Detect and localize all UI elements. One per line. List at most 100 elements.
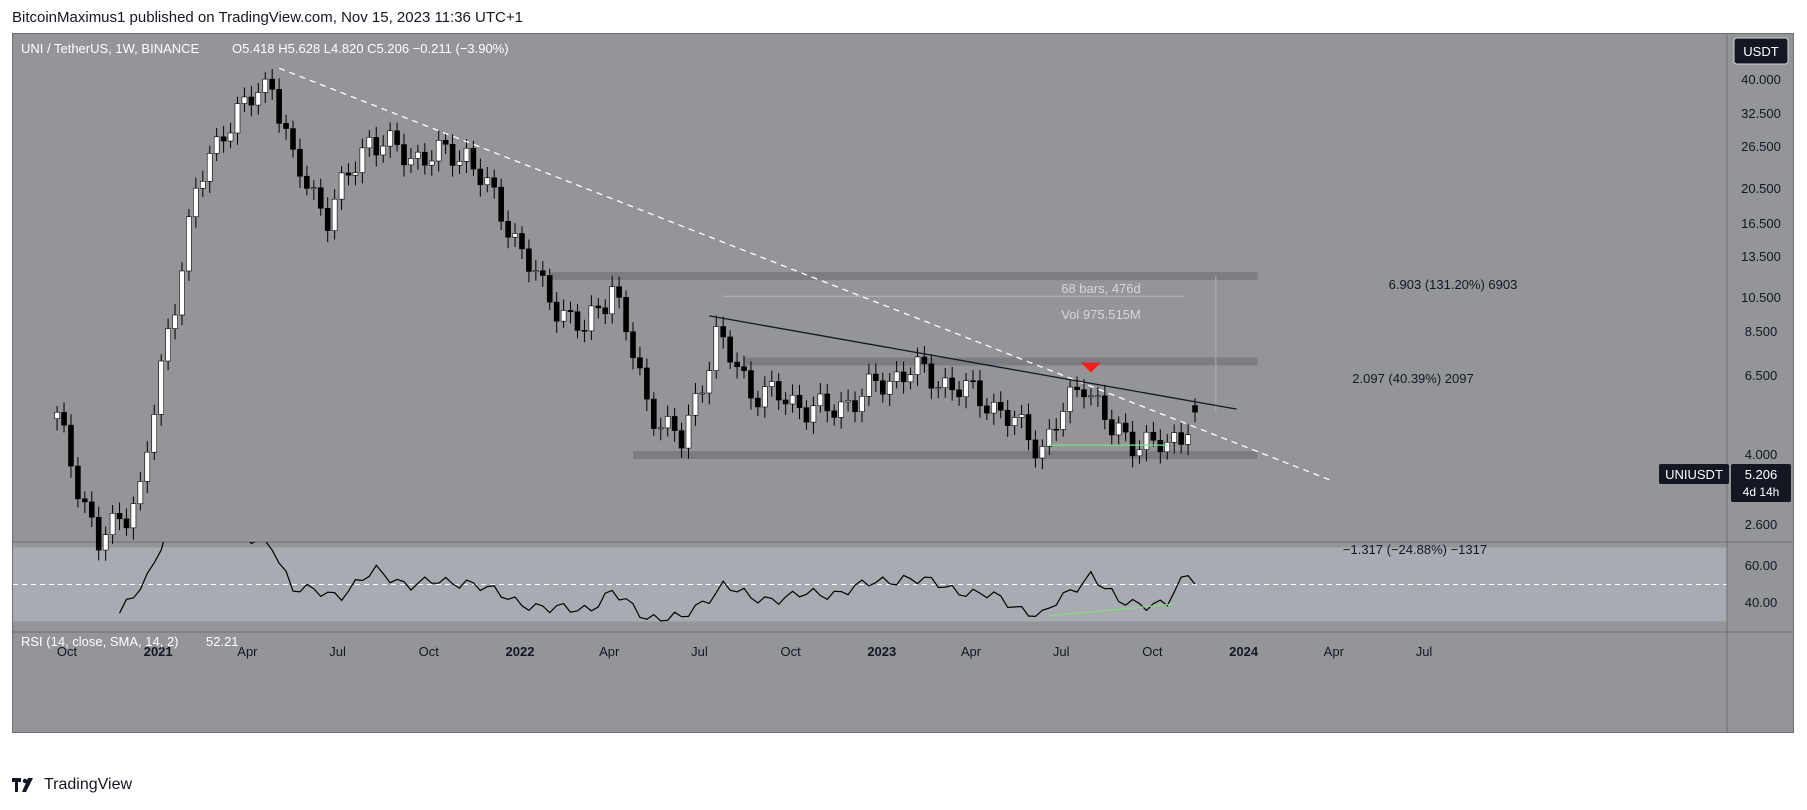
candle-body [262,78,269,93]
candle-body [449,143,456,166]
candle-body [75,465,81,500]
candle-body [623,297,629,333]
price-chart[interactable]: 40.000 32.500 26.500 20.500 16.500 13.500 10.5… [13,34,1793,732]
candle-body [1178,432,1184,445]
brand-footer[interactable]: TradingView [12,776,132,794]
candle-body [831,410,838,418]
candle-body [900,371,907,383]
candle-body [220,136,227,142]
candle-body [512,233,518,238]
last-price-label: 5.206 [1745,467,1778,482]
candle-body [102,534,109,551]
support-zone [632,451,1258,459]
candle-body [234,103,241,134]
time-tick-label: Apr [599,644,620,659]
candle-body [1046,428,1053,447]
ohlc-readout: O5.418 H5.628 L4.820 C5.206 −0.211 (−3.9… [232,41,509,56]
candle-body [588,305,595,332]
candle-body [921,356,928,365]
brand-name: TradingView [44,776,133,793]
candle-body [637,357,643,369]
candle-body [907,374,914,383]
candle-body [1032,439,1039,459]
candle-body [762,386,768,408]
candle-body [394,130,400,145]
time-tick-label: Apr [237,644,258,659]
candle-body [1129,431,1136,457]
candle-body [755,397,761,408]
candle-body [664,416,671,429]
candle-body [706,370,713,394]
candle-body [1074,386,1080,391]
candle-body [151,414,158,453]
candle-body [713,326,720,371]
candle-body [699,392,706,395]
candle-body [817,393,824,407]
candle-body [1157,439,1164,453]
target-high-label: 6.903 (131.20%) 6903 [1389,277,1518,292]
candle-body [123,518,130,529]
currency-button[interactable]: USDT [1733,37,1789,65]
candle-body [470,147,477,170]
candle-body [879,380,886,395]
candle-body [977,380,983,407]
target-mid-label: 2.097 (40.39%) 2097 [1352,371,1473,386]
candle-body [227,132,234,142]
candle-body [380,145,387,156]
time-tick-label: Jul [1053,644,1070,659]
rejection-marker [1080,362,1101,373]
candle-body [1150,431,1157,441]
candle-body [408,158,414,166]
price-tick-label: 4.000 [1745,447,1778,462]
resistance-zone-middle [744,357,1258,366]
time-tick-label: 2022 [506,644,535,659]
time-tick-label: Jul [1416,644,1433,659]
candle-body [304,175,310,189]
candle-body [463,147,470,162]
candle-body [1011,417,1018,426]
candle-body [845,400,851,403]
candle-body [866,373,872,397]
candle-body [685,414,692,449]
candle-body [199,181,206,189]
candle-body [498,186,504,222]
candle-body [366,137,373,149]
candle-body [359,147,366,173]
chart-frame[interactable]: 40.000 32.500 26.500 20.500 16.500 13.500 10.5… [12,33,1794,733]
candle-body [1136,449,1143,457]
candle-body [484,177,491,186]
candle-body [186,216,192,272]
candle-body [290,128,296,150]
rsi-tick-label: 60.00 [1745,558,1778,573]
currency-label: USDT [1743,44,1778,59]
candle-body [671,416,678,431]
candle-body [838,401,844,418]
candle-body [206,153,213,182]
candle-body [338,172,345,200]
candle-body [886,381,893,395]
price-tick-label: 20.500 [1741,181,1781,196]
candle-body [255,92,262,106]
candle-body [1053,428,1060,431]
candle-body [727,336,733,363]
candle-body [539,270,546,276]
symbol-title: UNI / TetherUS, 1W, BINANCE [21,41,200,56]
time-tick-label: Oct [1142,644,1163,659]
candle-body [852,400,858,413]
candle-body [546,275,553,303]
candle-body [928,363,935,389]
candle-body [789,394,796,405]
price-tick-label: 2.600 [1745,517,1778,532]
symbol-tag-label: UNIUSDT [1665,467,1723,482]
bars-range-label: 68 bars, 476d [1061,281,1141,296]
candle-body [241,96,248,104]
candle-body [352,172,359,176]
candle-body [61,411,67,426]
time-tick-label: Apr [961,644,982,659]
candle-body [172,314,178,329]
candle-body [435,140,442,162]
candle-body [311,187,317,190]
rsi-title: RSI (14, close, SMA, 14, 2) [21,634,179,649]
candle-body [651,398,657,429]
candle-body [1081,389,1087,398]
